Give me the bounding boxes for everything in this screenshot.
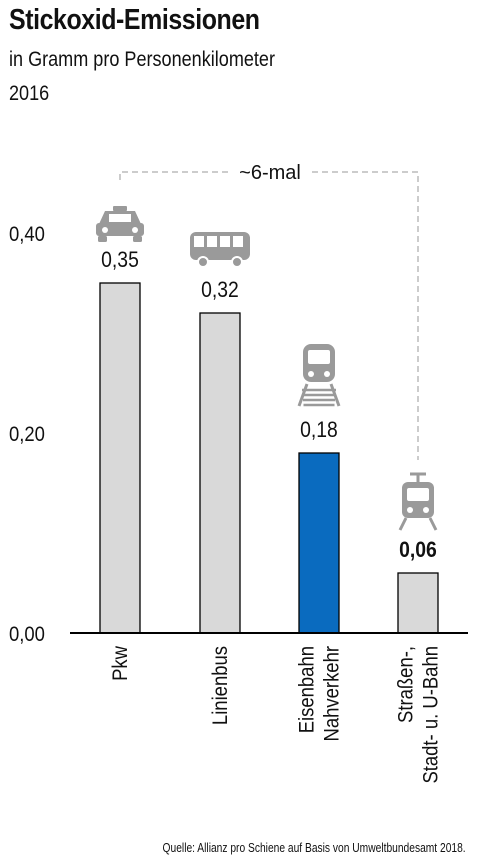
chart-title: Stickoxid-Emissionen [9,4,260,36]
comparison-bracket-right [312,171,419,460]
comparison-annotation: ~6-mal [239,162,301,184]
bar-3 [397,572,439,634]
bar-1 [199,312,241,634]
y-tick-label: 0,40 [9,223,45,246]
bar-2 [298,452,340,634]
category-label-2: Eisenbahn [295,646,318,733]
category-label-2: Nahverkehr [320,646,343,742]
category-label-3: Straßen-, [394,646,417,723]
bus-icon [190,232,250,268]
category-label-1: Linienbus [209,646,232,725]
y-tick-label: 0,20 [9,423,45,446]
chart-year: 2016 [9,82,50,105]
train-icon [297,344,341,407]
chart-subtitle: in Gramm pro Personenkilometer [9,48,275,71]
bar-0 [99,282,141,634]
y-tick-label: 0,00 [9,623,45,646]
value-label-0: 0,35 [101,248,139,272]
car-icon [96,206,144,242]
value-label-1: 0,32 [201,278,239,302]
source-note: Quelle: Allianz pro Schiene auf Basis vo… [162,841,466,855]
tram-icon [398,472,438,531]
category-label-0: Pkw [109,645,132,681]
comparison-bracket-left [119,171,228,180]
category-label-3: Stadt- u. U-Bahn [419,646,442,784]
value-label-3: 0,06 [399,538,437,562]
value-label-2: 0,18 [300,418,338,442]
